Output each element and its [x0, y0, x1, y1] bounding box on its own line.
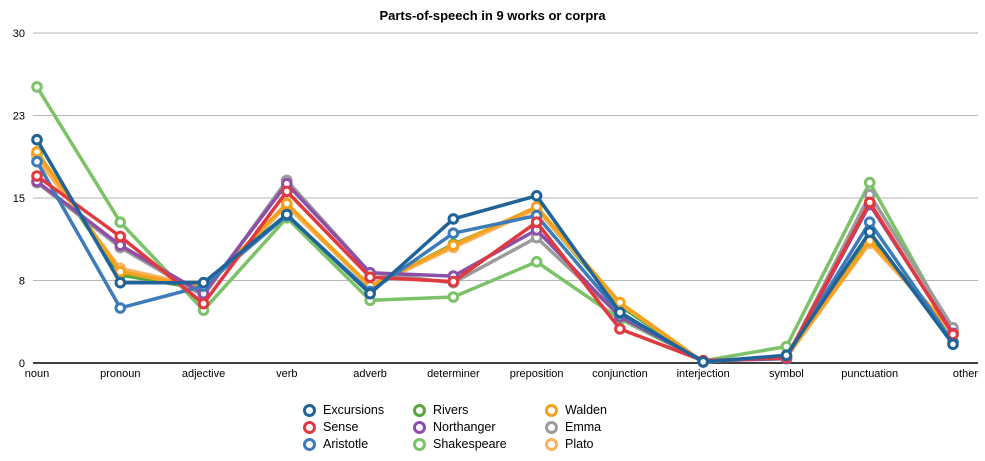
- x-tick-label: symbol: [769, 368, 804, 380]
- legend-label: Excursions: [323, 403, 385, 417]
- x-tick-label: conjunction: [592, 368, 648, 380]
- x-tick-label: pronoun: [100, 368, 140, 380]
- chart-legend: Excursions Sense Aristotle Rivers Northanger…: [303, 403, 625, 451]
- legend-ring-icon: [545, 420, 558, 434]
- legend-label: Walden: [565, 403, 607, 417]
- x-tick-label: punctuation: [841, 368, 898, 380]
- legend-item-Walden: Walden: [545, 403, 625, 417]
- series-line-Excursions: [35, 137, 955, 364]
- x-tick-label: adverb: [353, 368, 387, 380]
- series-line-Sense: [35, 174, 955, 363]
- data-point-Excursions-adjective: [197, 276, 210, 289]
- data-point-Excursions-conjunction: [614, 306, 626, 319]
- data-point-Shakespeare-preposition: [530, 256, 543, 268]
- data-point-Sense-noun: [31, 170, 43, 182]
- legend-item-Aristotle: Aristotle: [303, 437, 399, 451]
- legend-ring-icon: [303, 403, 316, 417]
- data-point-Sense-conjunction: [614, 323, 626, 335]
- legend-item-Northanger: Northanger: [413, 420, 531, 434]
- legend-label: Rivers: [433, 403, 469, 417]
- data-point-Excursions-punctuation: [863, 226, 876, 238]
- data-point-Aristotle-pronoun: [114, 302, 127, 314]
- legend-item-Shakespeare: Shakespeare: [413, 437, 531, 451]
- series-line-Walden: [35, 150, 955, 364]
- legend-item-Excursions: Excursions: [303, 403, 399, 417]
- legend-ring-icon: [545, 403, 558, 417]
- legend-label: Aristotle: [323, 437, 369, 451]
- data-point-Aristotle-noun: [31, 155, 43, 168]
- legend-ring-icon: [303, 437, 316, 451]
- legend-ring-icon: [303, 420, 316, 434]
- data-point-Walden-pronoun: [114, 265, 127, 278]
- x-tick-label: adjective: [182, 368, 225, 380]
- data-point-Shakespeare-noun: [31, 81, 43, 93]
- data-point-Aristotle-punctuation: [863, 216, 876, 228]
- legend-label: Northanger: [433, 420, 496, 434]
- legend-label: Plato: [565, 437, 594, 451]
- y-tick-label: 15: [13, 193, 25, 205]
- series-line-Rivers: [35, 152, 955, 364]
- legend-column: Rivers Northanger Shakespeare: [413, 403, 531, 451]
- data-point-Excursions-pronoun: [114, 276, 127, 289]
- data-point-Excursions-adverb: [364, 287, 376, 300]
- legend-item-Plato: Plato: [545, 437, 625, 451]
- legend-item-Emma: Emma: [545, 420, 625, 434]
- y-tick-label: 8: [19, 276, 25, 288]
- data-point-Excursions-interjection: [697, 356, 709, 368]
- data-point-Excursions-other: [947, 338, 959, 351]
- data-point-Sense-punctuation: [863, 196, 876, 209]
- data-point-Excursions-determiner: [447, 213, 460, 225]
- legend-ring-icon: [545, 437, 558, 451]
- x-tick-label: other: [953, 368, 978, 380]
- legend-item-Rivers: Rivers: [413, 403, 531, 417]
- y-tick-label: 0: [19, 358, 25, 370]
- chart-title: Parts-of-speech in 9 works or corpra: [379, 8, 606, 23]
- data-point-Aristotle-determiner: [447, 227, 460, 239]
- legend-column: Excursions Sense Aristotle: [303, 403, 399, 451]
- data-point-Sense-adverb: [364, 271, 376, 284]
- legend-label: Sense: [323, 420, 359, 434]
- data-point-Sense-preposition: [530, 216, 543, 228]
- data-point-Shakespeare-determiner: [447, 291, 460, 303]
- x-tick-label: interjection: [677, 368, 730, 380]
- data-point-Shakespeare-punctuation: [863, 176, 876, 189]
- series-line-Shakespeare: [35, 85, 955, 363]
- legend-item-Sense: Sense: [303, 420, 399, 434]
- legend-label: Emma: [565, 420, 602, 434]
- data-point-Walden-noun: [31, 146, 43, 158]
- data-point-Walden-determiner: [447, 239, 460, 252]
- y-tick-label: 23: [13, 111, 25, 123]
- data-point-Sense-determiner: [447, 275, 460, 288]
- y-tick-label: 30: [13, 28, 25, 40]
- x-tick-label: noun: [25, 368, 49, 380]
- plot-area: 0 8 15 23 30 noun pronoun adjective verb adverb de…: [13, 28, 979, 380]
- legend-ring-icon: [413, 420, 426, 434]
- x-tick-label: preposition: [510, 368, 564, 380]
- x-tick-label: determiner: [427, 368, 480, 380]
- data-point-Excursions-preposition: [530, 190, 543, 202]
- legend-ring-icon: [413, 403, 426, 417]
- data-point-Sense-adjective: [197, 297, 210, 310]
- data-point-Excursions-noun: [31, 133, 43, 146]
- legend-label: Shakespeare: [433, 437, 507, 451]
- data-point-Shakespeare-pronoun: [114, 216, 127, 228]
- data-point-Sense-verb: [281, 185, 293, 198]
- x-tick-label: verb: [276, 368, 297, 380]
- legend-column: Walden Emma Plato: [545, 403, 625, 451]
- legend-ring-icon: [413, 437, 426, 451]
- data-point-Sense-pronoun: [114, 230, 127, 243]
- data-point-Excursions-symbol: [780, 349, 793, 362]
- data-point-Walden-verb: [281, 197, 293, 210]
- data-point-Excursions-verb: [281, 208, 293, 221]
